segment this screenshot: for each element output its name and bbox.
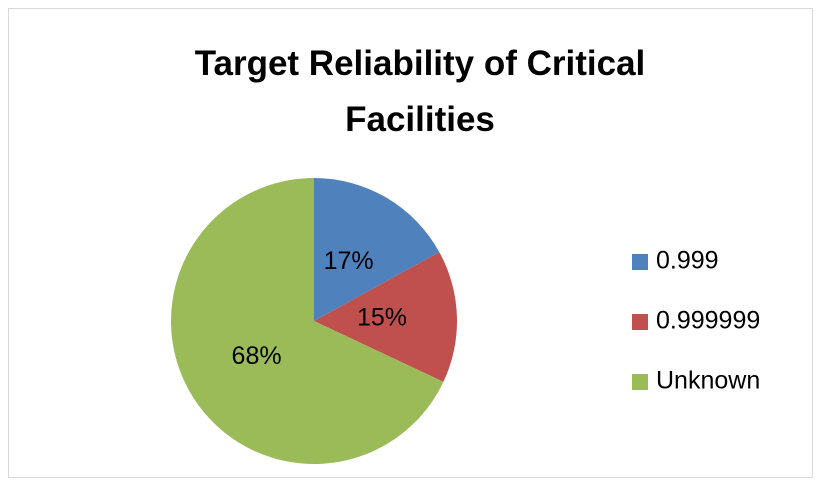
data-label: 68% <box>232 342 282 370</box>
legend-swatch <box>632 374 648 390</box>
legend-swatch <box>632 254 648 270</box>
pie-slice <box>314 252 457 382</box>
chart-border <box>8 8 813 478</box>
legend-swatch <box>632 314 648 330</box>
pie-slice <box>314 178 440 321</box>
legend-label: Unknown <box>656 367 760 395</box>
data-label: 17% <box>324 247 374 275</box>
legend-label: 0.999999 <box>656 307 760 335</box>
legend-label: 0.999 <box>656 247 719 275</box>
chart-title: Target Reliability of Critical Facilitie… <box>194 44 646 139</box>
data-label: 15% <box>357 303 407 331</box>
pie-slice <box>170 178 444 464</box>
